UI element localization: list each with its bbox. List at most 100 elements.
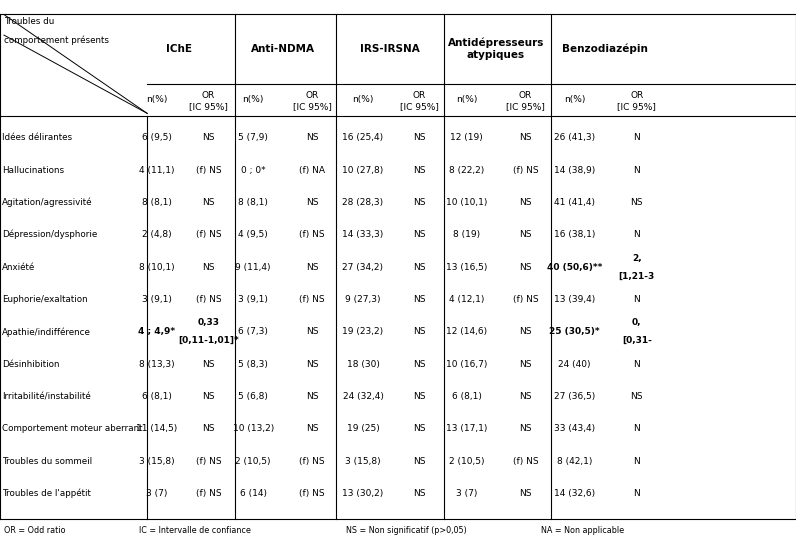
Text: (f) NS: (f) NS <box>196 230 221 239</box>
Text: NS: NS <box>202 392 215 401</box>
Text: 6 (14): 6 (14) <box>240 489 267 498</box>
Text: 10 (27,8): 10 (27,8) <box>342 166 384 174</box>
Text: 12 (19): 12 (19) <box>450 133 483 142</box>
Text: 2 (10,5): 2 (10,5) <box>449 457 484 465</box>
Text: NS: NS <box>202 262 215 272</box>
Text: IC = Intervalle de confiance: IC = Intervalle de confiance <box>139 526 252 535</box>
Text: (f) NS: (f) NS <box>513 457 538 465</box>
Text: Antidépresseurs
atypiques: Antidépresseurs atypiques <box>447 38 544 59</box>
Text: NS = Non significatif (p>0,05): NS = Non significatif (p>0,05) <box>346 526 467 535</box>
Text: NS: NS <box>413 230 426 239</box>
Text: 3 (9,1): 3 (9,1) <box>238 295 268 304</box>
Text: 13 (17,1): 13 (17,1) <box>446 424 487 434</box>
Text: NS: NS <box>413 166 426 174</box>
Text: 8 (10,1): 8 (10,1) <box>139 262 174 272</box>
Text: OR = Odd ratio: OR = Odd ratio <box>4 526 65 535</box>
Text: 12 (14,6): 12 (14,6) <box>446 327 487 336</box>
Text: Idées délirantes: Idées délirantes <box>2 133 72 142</box>
Text: (f) NA: (f) NA <box>299 166 325 174</box>
Text: (f) NS: (f) NS <box>196 457 221 465</box>
Text: NS: NS <box>413 327 426 336</box>
Text: NS: NS <box>519 392 532 401</box>
Text: Anti-NDMA: Anti-NDMA <box>251 44 314 53</box>
Text: Dépression/dysphorie: Dépression/dysphorie <box>2 230 98 240</box>
Text: IChE: IChE <box>166 44 192 53</box>
Text: 3 (7): 3 (7) <box>456 489 477 498</box>
Text: (f) NS: (f) NS <box>299 230 325 239</box>
Text: (f) NS: (f) NS <box>299 295 325 304</box>
Text: NS: NS <box>519 360 532 369</box>
Text: NS: NS <box>519 327 532 336</box>
Text: 8 (42,1): 8 (42,1) <box>557 457 592 465</box>
Text: 33 (43,4): 33 (43,4) <box>554 424 595 434</box>
Text: Hallucinations: Hallucinations <box>2 166 64 174</box>
Text: 8 (8,1): 8 (8,1) <box>238 198 268 207</box>
Text: NA = Non applicable: NA = Non applicable <box>541 526 624 535</box>
Text: 14 (33,3): 14 (33,3) <box>342 230 384 239</box>
Text: 6 (8,1): 6 (8,1) <box>142 392 172 401</box>
Text: 28 (28,3): 28 (28,3) <box>342 198 384 207</box>
Text: NS: NS <box>519 198 532 207</box>
Text: Troubles du sommeil: Troubles du sommeil <box>2 457 92 465</box>
Text: NS: NS <box>630 392 643 401</box>
Text: 9 (27,3): 9 (27,3) <box>345 295 380 304</box>
Text: NS: NS <box>413 360 426 369</box>
Text: 4 ; 4,9*: 4 ; 4,9* <box>139 327 175 336</box>
Text: 8 (22,2): 8 (22,2) <box>449 166 484 174</box>
Text: [IC 95%]: [IC 95%] <box>189 102 228 111</box>
Text: NS: NS <box>519 133 532 142</box>
Text: N: N <box>634 424 640 434</box>
Text: NS: NS <box>413 198 426 207</box>
Text: Troubles de l'appétit: Troubles de l'appétit <box>2 489 92 498</box>
Text: 2 (4,8): 2 (4,8) <box>142 230 172 239</box>
Text: Benzodiazépin: Benzodiazépin <box>562 43 648 54</box>
Text: [IC 95%]: [IC 95%] <box>506 102 544 111</box>
Text: 25 (30,5)*: 25 (30,5)* <box>549 327 600 336</box>
Text: [1,21-3: [1,21-3 <box>618 272 655 280</box>
Text: 5 (6,8): 5 (6,8) <box>238 392 268 401</box>
Text: 3 (7): 3 (7) <box>146 489 167 498</box>
Text: N: N <box>634 457 640 465</box>
Text: N: N <box>634 295 640 304</box>
Text: NS: NS <box>413 262 426 272</box>
Text: N: N <box>634 360 640 369</box>
Text: 16 (38,1): 16 (38,1) <box>554 230 595 239</box>
Text: 8 (8,1): 8 (8,1) <box>142 198 172 207</box>
Text: Apathie/indifférence: Apathie/indifférence <box>2 327 92 336</box>
Text: 13 (16,5): 13 (16,5) <box>446 262 487 272</box>
Text: OR: OR <box>306 91 318 100</box>
Text: NS: NS <box>202 360 215 369</box>
Text: N: N <box>634 133 640 142</box>
Text: 13 (30,2): 13 (30,2) <box>342 489 384 498</box>
Text: 16 (25,4): 16 (25,4) <box>342 133 384 142</box>
Text: NS: NS <box>306 133 318 142</box>
Text: NS: NS <box>413 489 426 498</box>
Text: comportement présents: comportement présents <box>4 35 109 45</box>
Text: Troubles du: Troubles du <box>4 17 54 26</box>
Text: 4 (11,1): 4 (11,1) <box>139 166 174 174</box>
Text: Comportement moteur aberrant: Comportement moteur aberrant <box>2 424 143 434</box>
Text: (f) NS: (f) NS <box>196 295 221 304</box>
Text: NS: NS <box>630 198 643 207</box>
Text: n(%): n(%) <box>564 96 585 104</box>
Text: NS: NS <box>413 457 426 465</box>
Text: 6 (9,5): 6 (9,5) <box>142 133 172 142</box>
Text: 13 (39,4): 13 (39,4) <box>554 295 595 304</box>
Text: 40 (50,6)**: 40 (50,6)** <box>547 262 603 272</box>
Text: 14 (32,6): 14 (32,6) <box>554 489 595 498</box>
Text: 3 (9,1): 3 (9,1) <box>142 295 172 304</box>
Text: NS: NS <box>413 295 426 304</box>
Text: 3 (15,8): 3 (15,8) <box>345 457 380 465</box>
Text: 2,: 2, <box>632 254 642 263</box>
Text: NS: NS <box>519 424 532 434</box>
Text: 19 (23,2): 19 (23,2) <box>342 327 384 336</box>
Text: 6 (8,1): 6 (8,1) <box>451 392 482 401</box>
Text: [IC 95%]: [IC 95%] <box>400 102 439 111</box>
Text: NS: NS <box>413 424 426 434</box>
Text: NS: NS <box>306 262 318 272</box>
Text: 24 (32,4): 24 (32,4) <box>342 392 384 401</box>
Text: 5 (8,3): 5 (8,3) <box>238 360 268 369</box>
Text: n(%): n(%) <box>243 96 263 104</box>
Text: NS: NS <box>306 424 318 434</box>
Text: (f) NS: (f) NS <box>196 166 221 174</box>
